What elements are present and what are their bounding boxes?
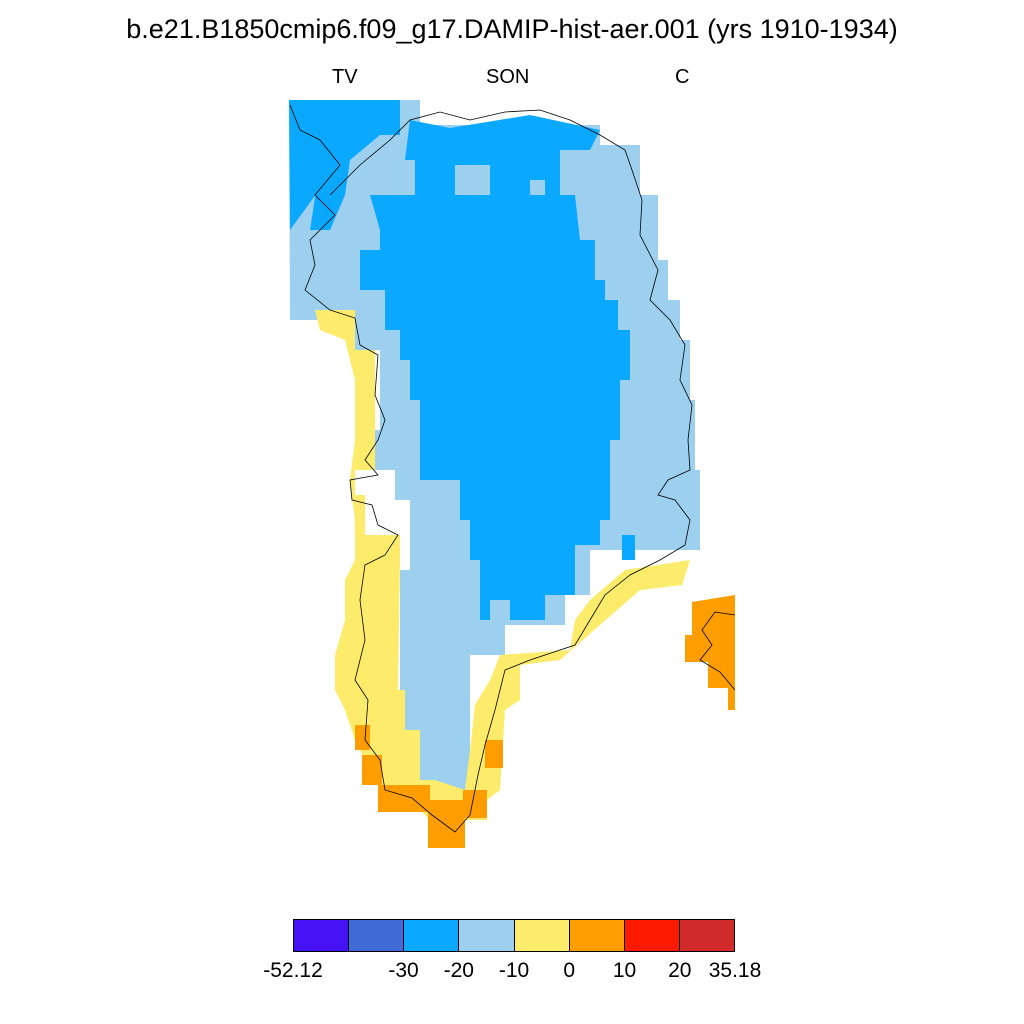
colorbar <box>293 919 735 952</box>
variable-label: TV <box>332 66 358 88</box>
colorbar-swatch-4 <box>514 920 570 951</box>
colorbar-swatch-5 <box>569 920 625 951</box>
colorbar-tick-label: -10 <box>498 959 530 982</box>
season-label: SON <box>486 66 530 88</box>
region-orange-south <box>355 725 503 848</box>
colorbar-tick-label: -30 <box>388 959 419 982</box>
colorbar-tick-label: 10 <box>612 959 637 982</box>
units-label: C <box>675 66 690 88</box>
colorbar-tick-label: -20 <box>443 959 474 982</box>
colorbar-swatch-1 <box>349 920 405 951</box>
colorbar-swatch-0 <box>294 920 350 951</box>
colorbar-tick-label: 0 <box>563 959 576 982</box>
colorbar-swatch-7 <box>679 920 734 951</box>
region-orange-iceland <box>685 595 735 710</box>
colorbar-swatch-3 <box>459 920 515 951</box>
colorbar-tick-label: 35.18 <box>708 959 762 982</box>
colorbar-tick-label: -52.12 <box>263 959 323 982</box>
region-yellow <box>315 310 690 820</box>
colorbar-swatch-2 <box>404 920 460 951</box>
plot-title: b.e21.B1850cmip6.f09_g17.DAMIP-hist-aer.… <box>126 14 898 44</box>
coastline <box>289 104 693 833</box>
coastline-iceland <box>699 611 736 691</box>
colorbar-swatch-6 <box>624 920 680 951</box>
region-medium-blue <box>289 100 635 620</box>
colorbar-tick-label: 20 <box>668 959 692 982</box>
